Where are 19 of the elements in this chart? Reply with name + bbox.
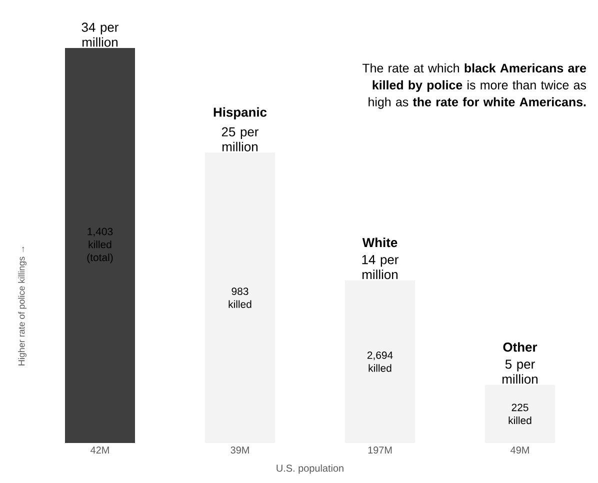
data-label: 5 per million	[502, 360, 538, 384]
annotation: 225 killed	[508, 404, 532, 424]
annotation: 2,694 killed	[367, 352, 393, 372]
annotation: White	[362, 238, 398, 248]
text: The rate at which black Americans are killed by police is more than twice as high as the rate for white Americans.	[362, 63, 586, 109]
x-tick-label: 197M	[368, 446, 392, 454]
data-label: 25 per million	[222, 127, 258, 152]
data-label: 34 per million	[82, 22, 118, 47]
data-label: 14 per million	[362, 255, 398, 280]
x-tick-label: 42M	[90, 446, 109, 454]
annotation: 983 killed	[228, 288, 252, 308]
y-axis-title: Higher rate of police killings →	[18, 246, 26, 366]
x-tick-label: 49M	[510, 446, 529, 454]
x-tick-label: 39M	[230, 446, 249, 454]
x-axis-title: U.S. population	[276, 464, 344, 474]
annotation: 1,403 killed (total)	[87, 228, 113, 264]
annotation: Hispanic	[214, 107, 267, 120]
annotation: Other	[503, 342, 538, 352]
bar	[65, 48, 135, 443]
